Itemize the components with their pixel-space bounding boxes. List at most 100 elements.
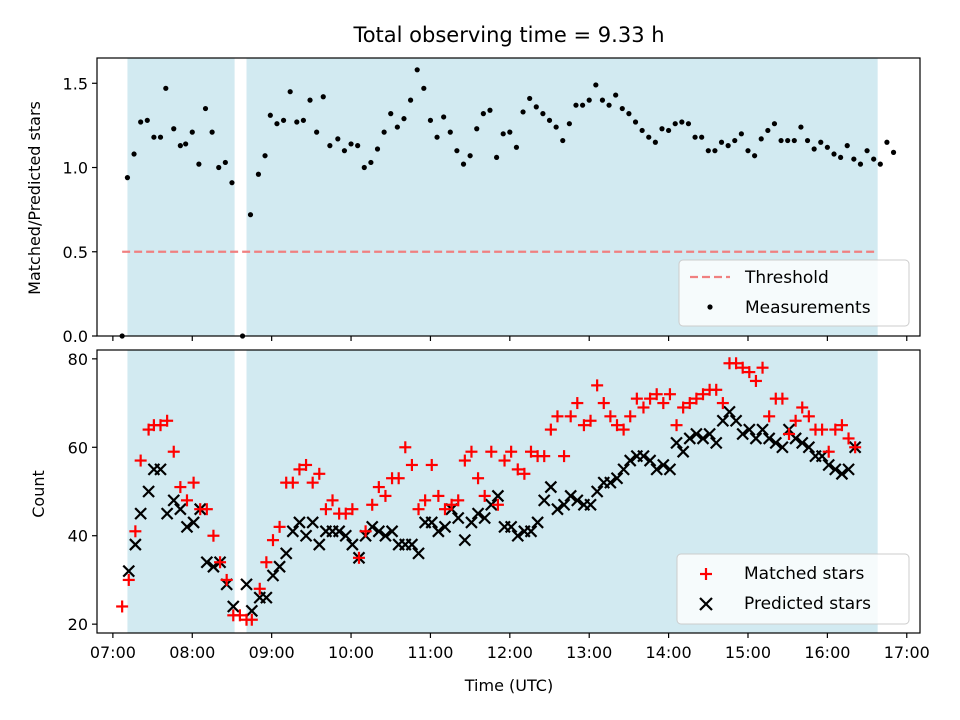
predicted-star-point — [762, 432, 776, 445]
measurement-point — [327, 143, 333, 149]
matched-star-point — [749, 374, 762, 387]
observing-window-1 — [127, 58, 235, 336]
matched-star-point — [789, 414, 802, 427]
predicted-star-point — [504, 520, 518, 534]
measurement-point — [388, 111, 394, 117]
measurement-point — [229, 180, 235, 186]
measurement-point — [791, 137, 797, 144]
predicted-star-point — [551, 502, 564, 516]
measurement-point — [341, 148, 348, 154]
predicted-star-point — [829, 463, 842, 476]
measurement-point — [811, 146, 817, 152]
measurement-point — [785, 137, 791, 144]
measurement-point — [348, 141, 354, 147]
measurement-point — [460, 161, 467, 167]
predicted-star-point — [379, 529, 392, 542]
matched-star-point — [266, 534, 279, 547]
measurement-point — [626, 111, 632, 117]
predicted-star-point — [160, 507, 174, 520]
measurement-point — [877, 161, 883, 167]
predicted-star-point — [676, 445, 690, 458]
matched-star-point — [650, 388, 663, 401]
predicted-star-point — [478, 511, 491, 525]
top-legend-box — [678, 259, 910, 327]
matched-star-point — [491, 498, 504, 511]
measurement-point — [320, 94, 326, 100]
matched-star-point — [472, 472, 485, 485]
measurement-point — [414, 67, 420, 73]
measurement-point — [394, 124, 400, 130]
matched-star-point — [802, 410, 815, 423]
measurement-point — [274, 121, 280, 127]
x-tick-label: 13:00 — [566, 643, 612, 662]
measurement-point — [586, 97, 592, 103]
matched-star-point — [379, 489, 392, 502]
predicted-star-point — [279, 547, 293, 560]
matched-star-point — [524, 445, 537, 458]
measurement-point — [307, 97, 313, 103]
measurement-point — [672, 121, 678, 127]
measurement-point — [151, 134, 157, 140]
matched-star-point — [485, 445, 498, 458]
measurement-point — [441, 114, 447, 120]
legend-measurements-label: Measurements — [745, 298, 871, 318]
measurement-point — [196, 161, 202, 167]
measurement-point — [401, 116, 407, 122]
matched-star-point — [610, 419, 623, 432]
measurement-point — [480, 111, 486, 117]
measurement-point — [493, 154, 500, 161]
matched-star-point — [405, 458, 418, 471]
x-tick-label: 12:00 — [487, 643, 533, 662]
measurement-point — [804, 137, 811, 144]
measurement-point — [131, 151, 137, 157]
predicted-star-point — [372, 525, 386, 538]
matched-star-point — [425, 458, 438, 471]
predicted-star-point — [142, 485, 155, 498]
matched-star-point — [273, 520, 286, 533]
predicted-star-point — [584, 498, 597, 512]
y-tick-label: 80 — [68, 350, 88, 369]
y-tick-label: 20 — [68, 615, 88, 634]
matched-star-point — [584, 414, 597, 427]
matched-star-point — [392, 472, 405, 485]
matched-star-point — [511, 463, 524, 476]
predicted-star-point — [451, 511, 465, 525]
matched-star-point — [829, 423, 842, 436]
measurement-point — [267, 112, 273, 118]
predicted-star-point — [180, 520, 194, 534]
matched-star-point — [339, 507, 352, 520]
predicted-star-point — [557, 498, 571, 512]
matched-star-point — [319, 503, 332, 516]
matched-star-point — [233, 609, 246, 622]
measurement-point — [434, 134, 440, 140]
matched-star-point — [518, 467, 531, 480]
matched-star-point — [663, 388, 676, 401]
measurement-point — [355, 143, 361, 149]
matched-star-point — [359, 525, 372, 538]
matched-star-point — [465, 445, 478, 458]
measurement-point — [851, 156, 857, 162]
measurement-point — [183, 141, 189, 147]
x-tick-label: 15:00 — [725, 643, 771, 662]
matched-star-point — [419, 494, 432, 507]
matched-star-point — [306, 476, 319, 489]
measurement-point — [144, 117, 150, 123]
measurement-point — [758, 136, 764, 142]
matched-star-point — [617, 423, 630, 436]
measurement-point — [718, 139, 725, 145]
measurement-point — [487, 107, 493, 113]
matched-star-point — [174, 481, 187, 494]
matched-star-point — [167, 445, 180, 458]
measurement-point — [533, 104, 539, 110]
x-tick-label: 16:00 — [804, 643, 850, 662]
predicted-star-point — [564, 489, 577, 503]
measurement-point — [314, 129, 320, 135]
bottom-y-axis-label: Count — [29, 470, 48, 518]
measurement-point — [818, 139, 824, 145]
measurement-point — [216, 164, 222, 171]
predicted-star-point — [650, 463, 663, 476]
measurement-points — [119, 67, 897, 339]
predicted-star-point — [129, 538, 142, 551]
predicted-star-point — [200, 555, 214, 569]
measurement-point — [124, 175, 131, 181]
